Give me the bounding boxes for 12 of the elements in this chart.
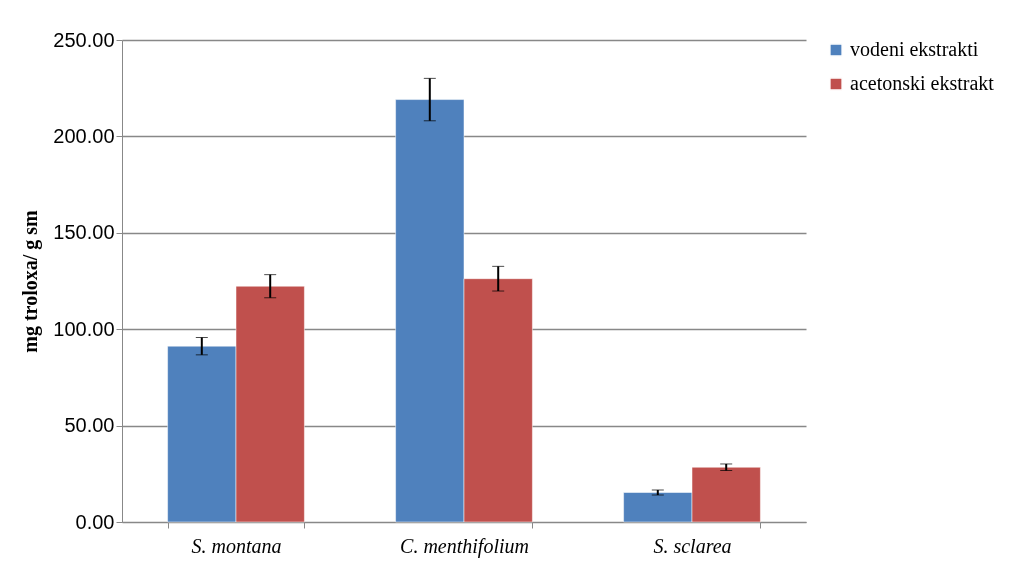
x-tick-label: S. sclarea xyxy=(653,534,732,557)
legend-label: vodeni ekstrakti xyxy=(850,38,979,60)
y-tick-label: 50.00 xyxy=(64,414,115,437)
y-tick-label: 250.00 xyxy=(53,28,115,51)
y-tick-label: 150.00 xyxy=(53,221,115,244)
x-tick-label: C. menthifolium xyxy=(400,534,529,558)
y-tick-label: 200.00 xyxy=(53,124,115,147)
x-tick-label: S. montana xyxy=(191,534,282,557)
legend-label: acetonski ekstrakt xyxy=(850,72,995,94)
y-tick-label: 100.00 xyxy=(53,317,115,340)
y-axis-title: mg troloxa/ g sm xyxy=(19,209,43,353)
y-tick-label: 0.00 xyxy=(75,510,115,533)
